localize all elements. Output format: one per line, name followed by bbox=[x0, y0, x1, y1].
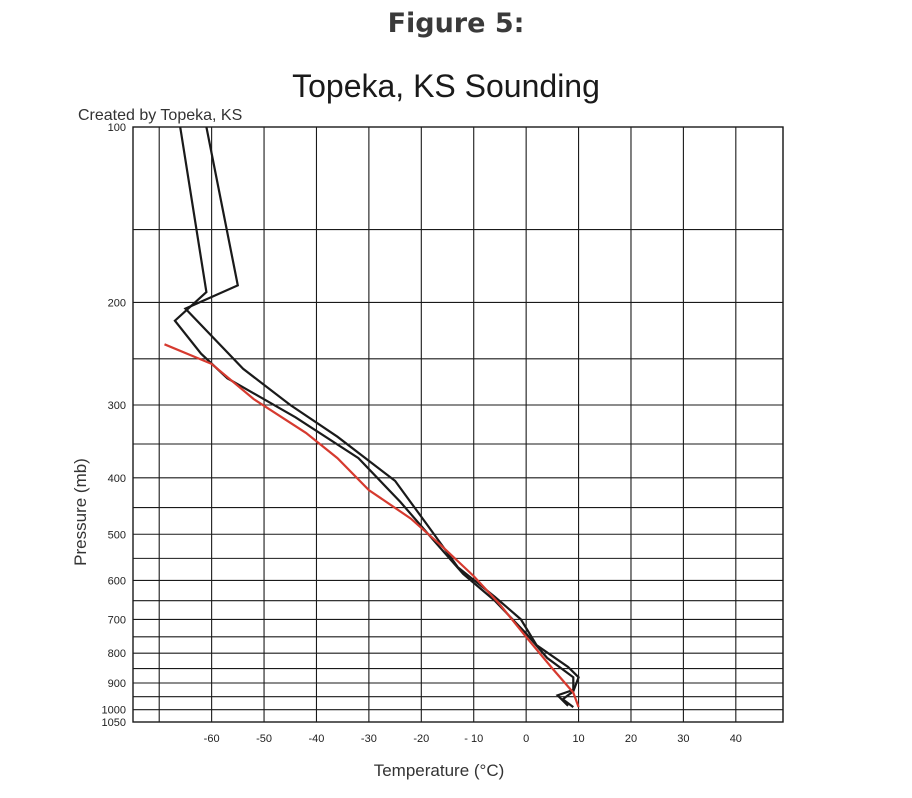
y-tick-label: 1000 bbox=[102, 705, 126, 717]
chart-credit: Created by Topeka, KS bbox=[78, 107, 242, 124]
x-tick-label: 20 bbox=[625, 733, 637, 745]
x-tick-label: -50 bbox=[256, 733, 272, 745]
series-line-parcel bbox=[164, 343, 580, 708]
y-axis-label: Pressure (mb) bbox=[71, 458, 90, 566]
x-tick-label: -20 bbox=[413, 733, 429, 745]
x-tick-label: 10 bbox=[572, 733, 584, 745]
y-tick-label: 500 bbox=[108, 529, 126, 541]
x-tick-label: 0 bbox=[523, 733, 529, 745]
chart-grid bbox=[133, 126, 784, 723]
y-tick-label: 400 bbox=[108, 473, 126, 485]
y-tick-label: 800 bbox=[108, 648, 126, 660]
x-tick-label: -30 bbox=[361, 733, 377, 745]
y-tick-label: 200 bbox=[108, 297, 126, 309]
y-tick-label: 100 bbox=[108, 122, 126, 134]
plot-frame bbox=[132, 126, 784, 723]
y-tick-label: 600 bbox=[108, 575, 126, 587]
figure-caption: Figure 5: bbox=[387, 8, 525, 39]
y-tick-label: 300 bbox=[108, 400, 126, 412]
x-tick-label: -40 bbox=[309, 733, 325, 745]
y-tick-label: 700 bbox=[108, 614, 126, 626]
chart-title: Topeka, KS Sounding bbox=[292, 68, 600, 104]
x-axis-label: Temperature (°C) bbox=[374, 761, 505, 780]
series-line-temperature bbox=[183, 126, 580, 708]
y-tick-label: 1050 bbox=[102, 717, 126, 729]
x-tick-label: -60 bbox=[204, 733, 220, 745]
axis-ticks: -60 -50 -40 -30 -20 - 10 0 10 20 30 40 100 200 300 400… bbox=[102, 122, 742, 745]
x-tick-label: 30 bbox=[677, 733, 689, 745]
chart-series bbox=[164, 126, 580, 708]
x-tick-label: - 10 bbox=[464, 733, 483, 745]
x-tick-label: 40 bbox=[730, 733, 742, 745]
series-line-dewpoint bbox=[173, 126, 575, 707]
y-tick-label: 900 bbox=[108, 678, 126, 690]
